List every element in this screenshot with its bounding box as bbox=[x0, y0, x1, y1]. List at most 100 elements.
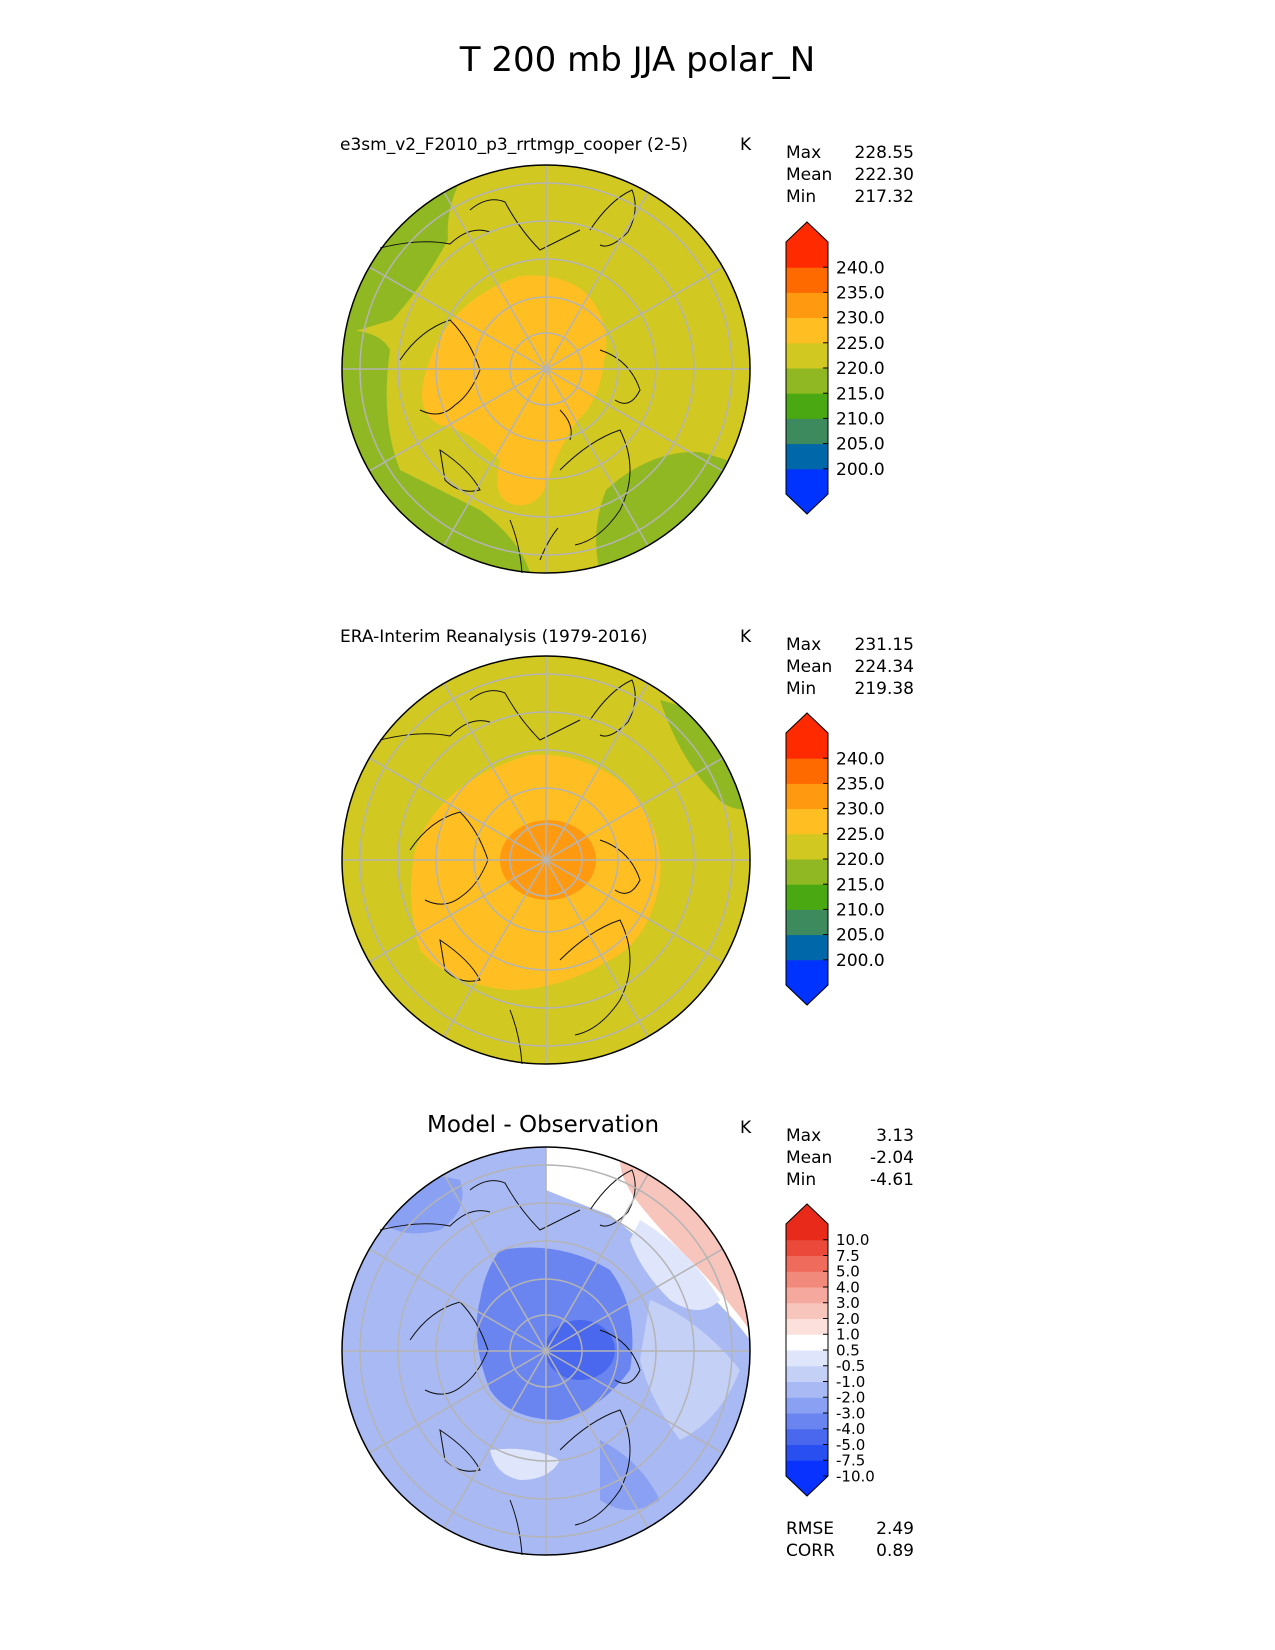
colorbar-outline bbox=[785, 712, 829, 1006]
field-region bbox=[342, 1010, 380, 1064]
colorbar-segment bbox=[786, 783, 828, 810]
field-region bbox=[600, 1440, 660, 1510]
field-region bbox=[630, 1220, 720, 1310]
colorbar-segment bbox=[786, 418, 828, 445]
graticule bbox=[342, 656, 750, 1064]
colorbar-segment bbox=[786, 733, 828, 759]
map-panel-1 bbox=[341, 164, 751, 574]
colorbar-segment bbox=[786, 368, 828, 394]
colorbar-tick-label: 235.0 bbox=[836, 284, 885, 304]
colorbar-segment bbox=[786, 1318, 828, 1335]
colorbar-tick-label: 10.0 bbox=[836, 1231, 869, 1249]
colorbar-tick-label: -7.5 bbox=[836, 1452, 865, 1470]
panel-1-title: e3sm_v2_F2010_p3_rrtmgp_cooper (2-5) bbox=[340, 135, 689, 155]
colorbar-segment bbox=[786, 1444, 828, 1461]
colorbar-tick-label: 205.0 bbox=[836, 435, 885, 455]
colorbar-segment bbox=[786, 393, 828, 419]
colorbar-tick-label: 215.0 bbox=[836, 875, 885, 895]
colorbar-segment bbox=[786, 1239, 828, 1256]
colorbar-tick-label: 3.0 bbox=[836, 1294, 860, 1312]
coastline bbox=[599, 1329, 641, 1384]
colorbar-extend-bottom bbox=[786, 1476, 828, 1496]
stat-value: -4.61 bbox=[870, 1170, 914, 1190]
colorbar-segment bbox=[786, 1460, 828, 1477]
colorbar-segment bbox=[786, 1255, 828, 1272]
stat-label: CORR bbox=[786, 1541, 835, 1561]
colorbar-panel-1: 240.0 235.0 230.0 225.0 220.0 215.0 210.0 205.0… bbox=[785, 221, 885, 515]
stat-label: Min bbox=[786, 1170, 817, 1190]
colorbar-segment bbox=[786, 859, 828, 885]
stat-value: 217.32 bbox=[854, 187, 914, 207]
panel-1-stats: Max 228.55 Mean 222.30 Min 217.32 bbox=[786, 142, 914, 208]
colorbar-tick-label: 225.0 bbox=[836, 334, 885, 354]
colorbar-tick-label: 240.0 bbox=[836, 749, 885, 769]
field-region bbox=[422, 275, 607, 506]
coastline bbox=[599, 839, 641, 894]
panel-3-extra-stats: RMSE 2.49 CORR 0.89 bbox=[786, 1518, 914, 1562]
colorbar-outline bbox=[785, 221, 829, 515]
map-panel-3 bbox=[341, 1146, 751, 1556]
colorbar-panel-3: 10.07.55.04.03.02.01.00.5-0.5-1.0-2.0-3.… bbox=[785, 1203, 875, 1497]
panel-2-units: K bbox=[740, 627, 752, 647]
colorbar-extend-top bbox=[786, 222, 828, 242]
stat-value: 222.30 bbox=[854, 165, 914, 185]
colorbar-segment bbox=[786, 267, 828, 293]
panel-3-stats: Max 3.13 Mean -2.04 Min -4.61 bbox=[786, 1125, 914, 1191]
colorbar-tick-label: 235.0 bbox=[836, 775, 885, 795]
colorbar-segment bbox=[786, 443, 828, 470]
colorbar-segment bbox=[786, 884, 828, 910]
colorbar-tick-label: 200.0 bbox=[836, 951, 885, 971]
map-boundary bbox=[341, 164, 751, 574]
colorbar-segment bbox=[786, 1271, 828, 1288]
panel-1-units: K bbox=[740, 135, 752, 155]
coastline bbox=[439, 938, 481, 982]
coastline bbox=[599, 349, 641, 404]
colorbar-tick-label: 225.0 bbox=[836, 825, 885, 845]
colorbar-extend-top bbox=[786, 713, 828, 733]
stat-value: 3.13 bbox=[876, 1126, 914, 1146]
colorbar-segment bbox=[786, 909, 828, 936]
colorbar-tick-label: 2.0 bbox=[836, 1310, 860, 1328]
coastline bbox=[469, 199, 581, 251]
colorbar-segment bbox=[786, 342, 828, 369]
colorbar-extend-bottom bbox=[786, 494, 828, 514]
coastline bbox=[509, 1499, 523, 1556]
stat-label: Min bbox=[786, 679, 817, 699]
map-boundary bbox=[341, 655, 751, 1065]
coastline bbox=[589, 189, 636, 247]
field-region bbox=[545, 1320, 615, 1380]
stat-value: 224.34 bbox=[854, 657, 914, 677]
field-region bbox=[640, 1300, 740, 1440]
stat-label: Max bbox=[786, 1126, 822, 1146]
coastline bbox=[469, 690, 581, 741]
map-boundary bbox=[341, 1146, 751, 1556]
stat-label: Max bbox=[786, 143, 822, 163]
colorbar-tick-label: 5.0 bbox=[836, 1263, 860, 1281]
colorbar-tick-label: -5.0 bbox=[836, 1436, 865, 1454]
meridian bbox=[443, 682, 649, 1038]
colorbar-tick-label: -3.0 bbox=[836, 1404, 865, 1422]
coastline bbox=[469, 1180, 581, 1231]
colorbar-tick-label: 230.0 bbox=[836, 800, 885, 820]
colorbar-tick-label: 0.5 bbox=[836, 1341, 860, 1359]
colorbar-segment bbox=[786, 242, 828, 268]
coastline bbox=[379, 1210, 491, 1231]
colorbar-segment bbox=[786, 1397, 828, 1414]
colorbar-segment bbox=[786, 1428, 828, 1445]
colorbar-segment bbox=[786, 317, 828, 344]
coastline bbox=[379, 229, 491, 249]
colorbar-segment bbox=[786, 1365, 828, 1382]
colorbar-tick-label: 210.0 bbox=[836, 901, 885, 921]
stat-value: 228.55 bbox=[854, 143, 914, 163]
page-title: T 200 mb JJA polar_N bbox=[459, 40, 816, 80]
field-region bbox=[490, 1448, 560, 1480]
coastlines bbox=[379, 1169, 641, 1556]
panel-3-units: K bbox=[740, 1118, 752, 1138]
map-panel-2 bbox=[341, 655, 751, 1065]
colorbar-segment bbox=[786, 292, 828, 319]
colorbar-segment bbox=[786, 1350, 828, 1367]
colorbar-tick-label: 230.0 bbox=[836, 309, 885, 329]
colorbar-segment bbox=[786, 808, 828, 835]
coastline bbox=[539, 527, 559, 561]
